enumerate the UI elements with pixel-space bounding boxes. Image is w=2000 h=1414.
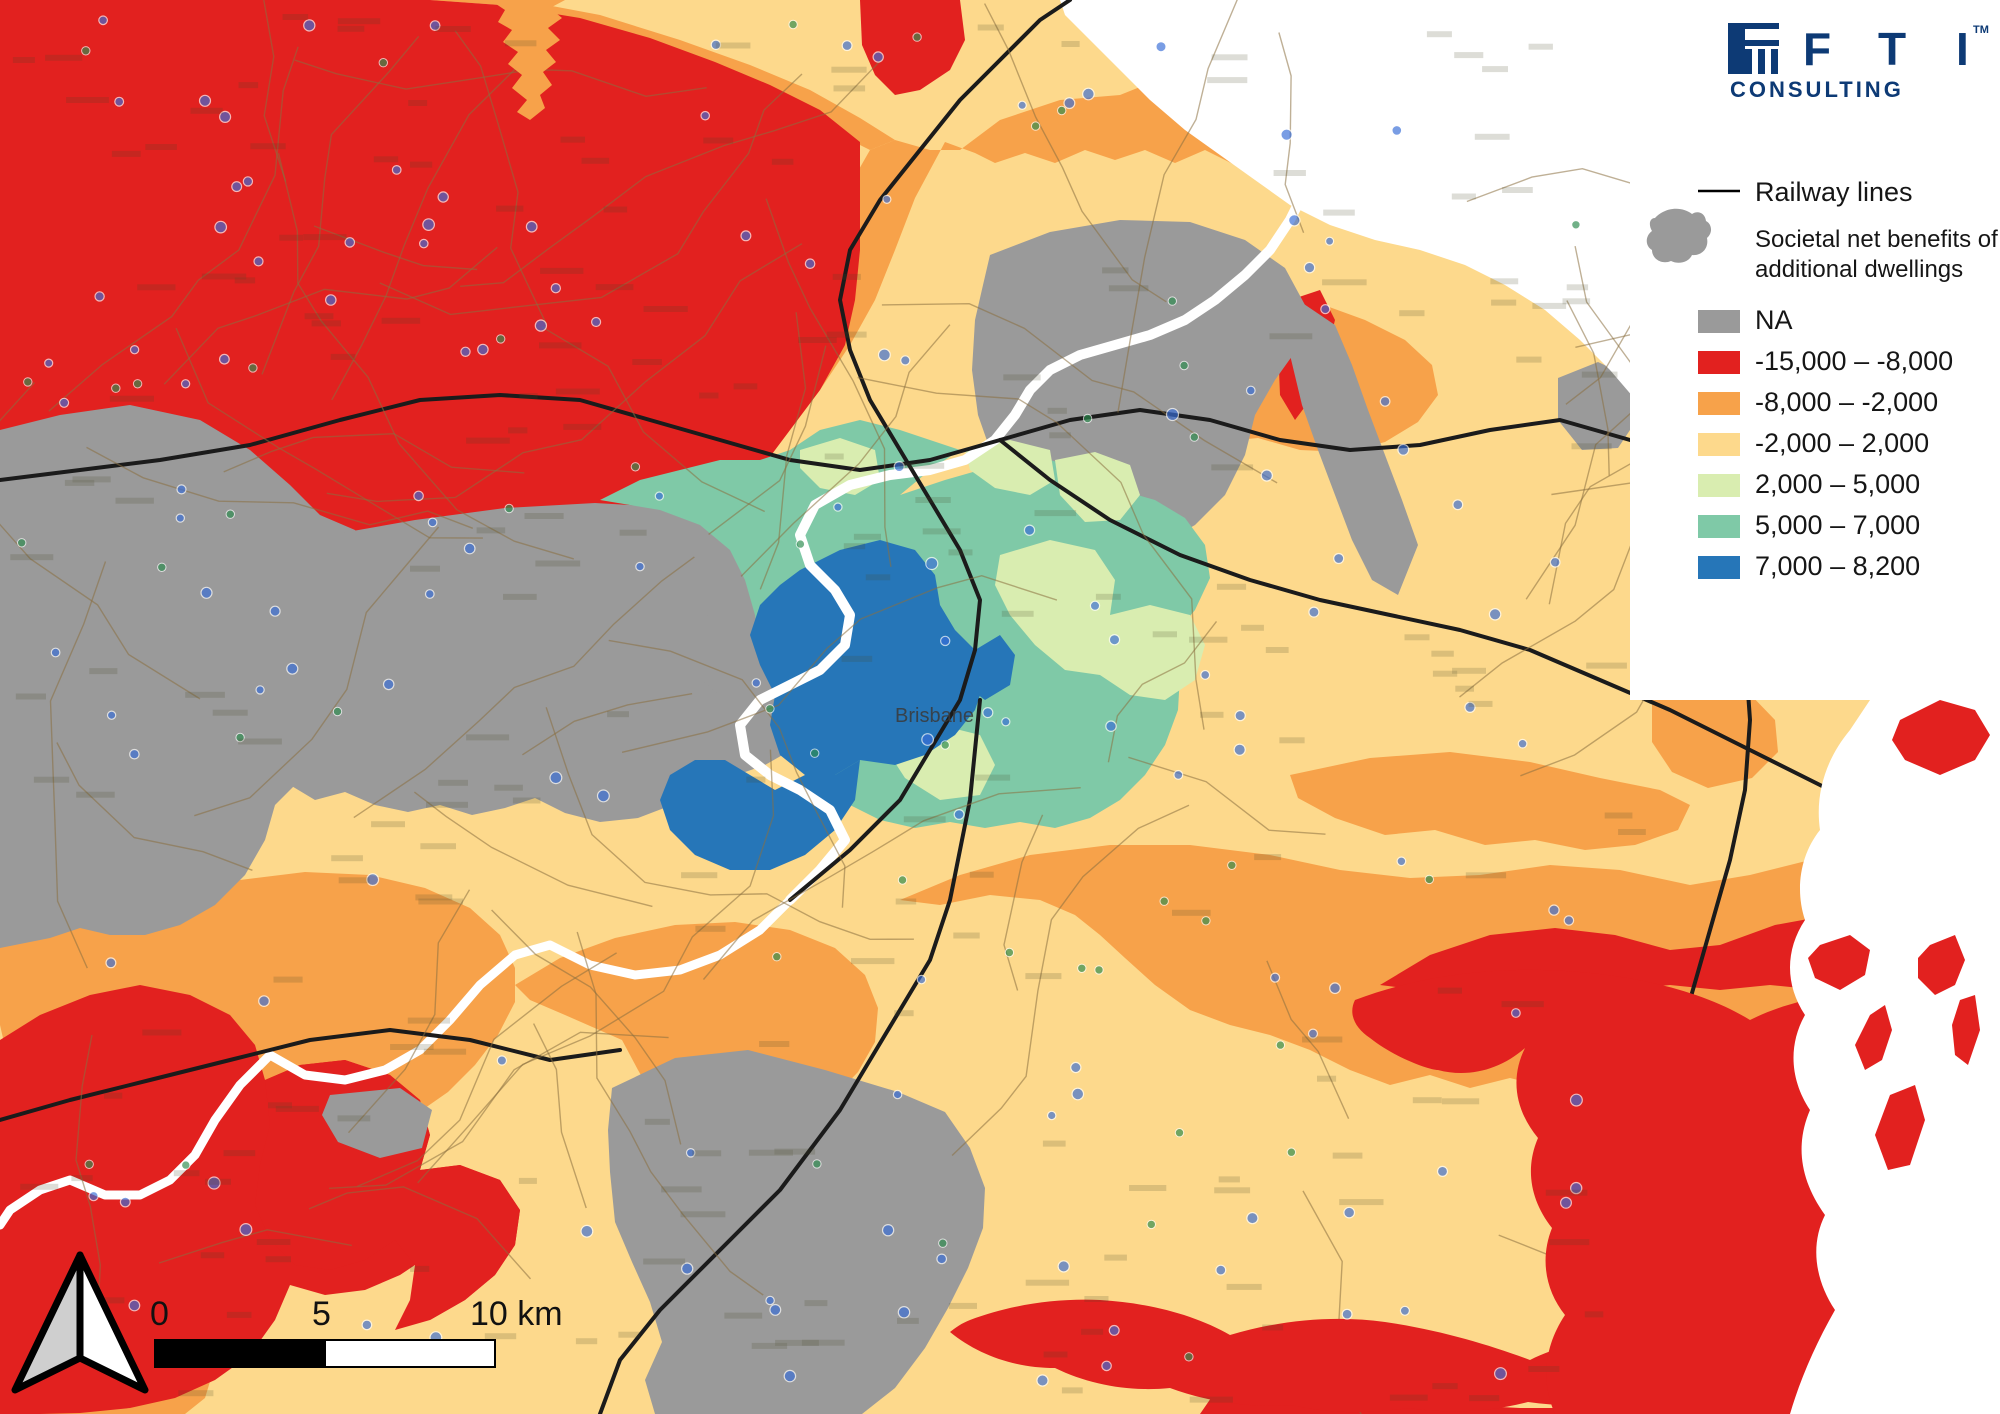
svg-text:NA: NA (1755, 305, 1793, 335)
svg-text:I: I (1956, 23, 1969, 75)
svg-text:-15,000 – -8,000: -15,000 – -8,000 (1755, 346, 1953, 376)
svg-text:CONSULTING: CONSULTING (1730, 77, 1904, 102)
svg-text:additional dwellings: additional dwellings (1755, 256, 1963, 283)
svg-text:2,000 – 5,000: 2,000 – 5,000 (1755, 469, 1920, 499)
svg-text:Brisbane: Brisbane (895, 705, 974, 727)
svg-text:-2,000 – 2,000: -2,000 – 2,000 (1755, 428, 1929, 458)
svg-text:Railway lines: Railway lines (1755, 177, 1913, 207)
svg-text:5,000 – 7,000: 5,000 – 7,000 (1755, 510, 1920, 540)
svg-text:7,000 – 8,200: 7,000 – 8,200 (1755, 551, 1920, 581)
svg-text:T: T (1878, 23, 1906, 75)
svg-text:10 km: 10 km (470, 1295, 563, 1333)
svg-text:F: F (1803, 23, 1831, 75)
svg-text:5: 5 (312, 1295, 331, 1333)
svg-text:TM: TM (1973, 24, 1989, 36)
svg-text:0: 0 (150, 1295, 169, 1333)
svg-text:Societal net benefits of: Societal net benefits of (1755, 226, 1998, 253)
svg-text:-8,000 – -2,000: -8,000 – -2,000 (1755, 387, 1938, 417)
